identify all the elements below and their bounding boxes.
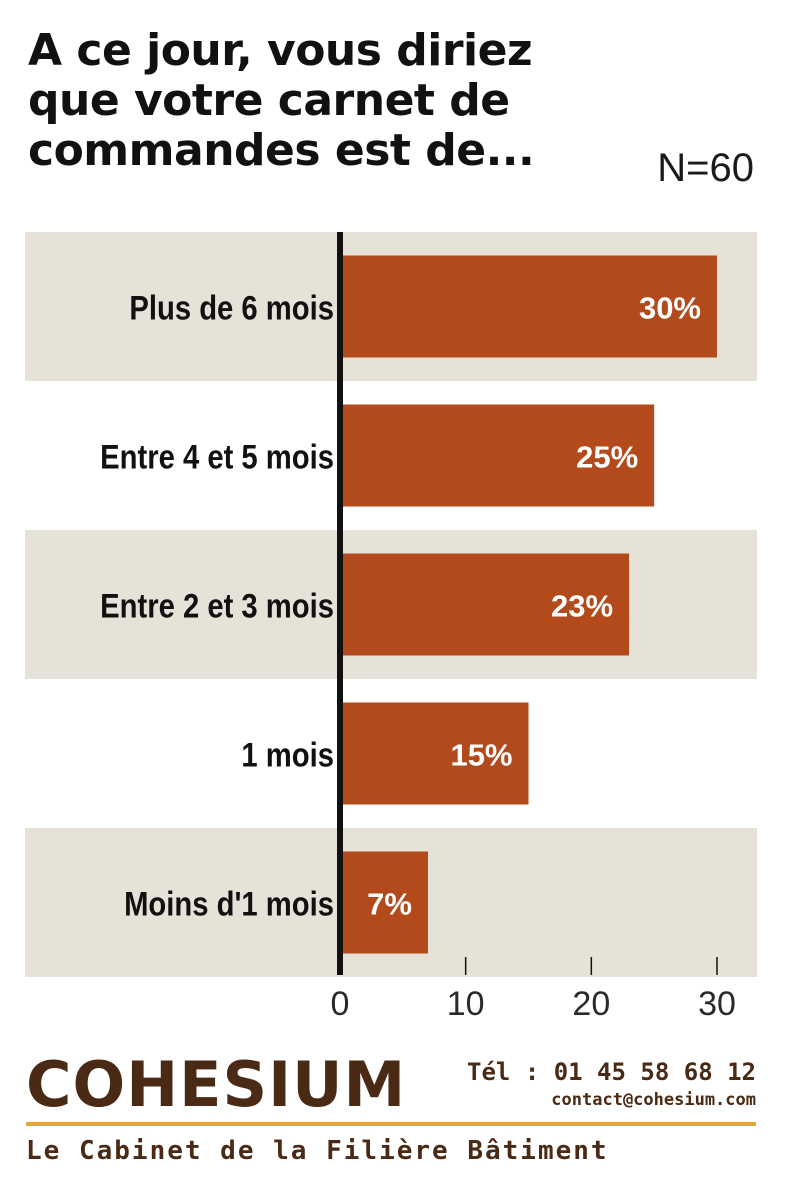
category-label: Moins d'1 mois [124,884,334,923]
value-label: 30% [639,291,701,326]
x-axis: 0 10 20 30 [331,232,736,1023]
title-line-1: A ce jour, vous diriez [28,25,533,76]
value-label: 23% [551,589,613,624]
phone-text: Tél : 01 45 58 68 12 [467,1058,756,1086]
x-tick-label: 0 [331,985,350,1023]
bar[interactable] [340,404,655,507]
sample-size: N=60 [657,146,754,190]
brand-logo: COHESIUM [26,1048,407,1121]
value-labels: 30% 25% 23% 15% 7% [367,291,701,922]
title-line-2: que votre carnet de [28,75,510,126]
bar[interactable] [340,702,529,805]
x-tick-label: 30 [698,985,736,1023]
bar[interactable] [340,851,428,954]
category-label: Plus de 6 mois [129,288,334,327]
category-label: 1 mois [241,735,334,774]
title-line-3: commandes est de... [28,125,535,176]
value-label: 7% [367,887,412,922]
value-label: 15% [450,738,512,773]
x-tick-label: 10 [447,985,485,1023]
category-labels: Plus de 6 mois Entre 4 et 5 mois Entre 2 e… [100,288,334,923]
bar[interactable] [340,553,630,656]
category-label: Entre 4 et 5 mois [100,437,334,476]
footer-divider [26,1122,756,1126]
email-link[interactable]: contact@cohesium.com [551,1090,756,1110]
x-tick-label: 20 [572,985,610,1023]
chart-title: A ce jour, vous diriez que votre carnet … [28,26,628,176]
bars [340,255,717,954]
bar-chart: Plus de 6 mois Entre 4 et 5 mois Entre 2 e… [25,232,757,1023]
value-label: 25% [576,440,638,475]
category-label: Entre 2 et 3 mois [100,586,334,625]
bar[interactable] [340,255,717,358]
tagline: Le Cabinet de la Filière Bâtiment [26,1136,609,1166]
